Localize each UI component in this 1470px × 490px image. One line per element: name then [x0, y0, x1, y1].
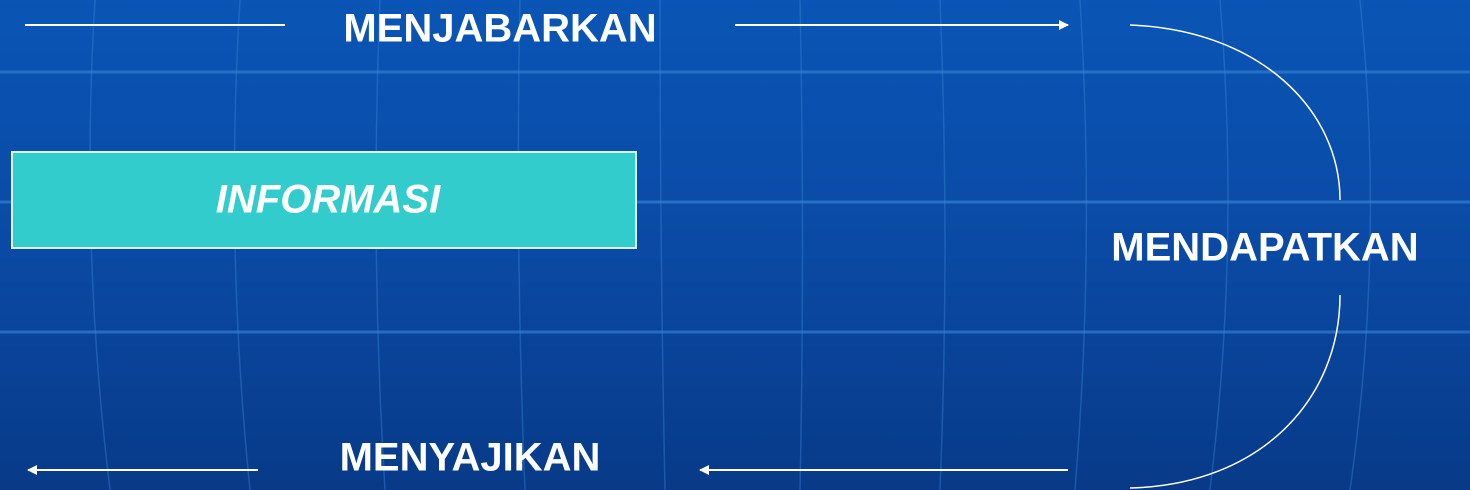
bottom-label: MENYAJIKAN: [340, 436, 601, 480]
box-label: INFORMASI: [216, 178, 441, 222]
top-label: MENJABARKAN: [343, 7, 656, 51]
upper-curve: [1129, 24, 1341, 201]
lower-curve: [1129, 294, 1341, 489]
info-box: [11, 151, 637, 249]
right-label: MENDAPATKAN: [1111, 226, 1418, 270]
